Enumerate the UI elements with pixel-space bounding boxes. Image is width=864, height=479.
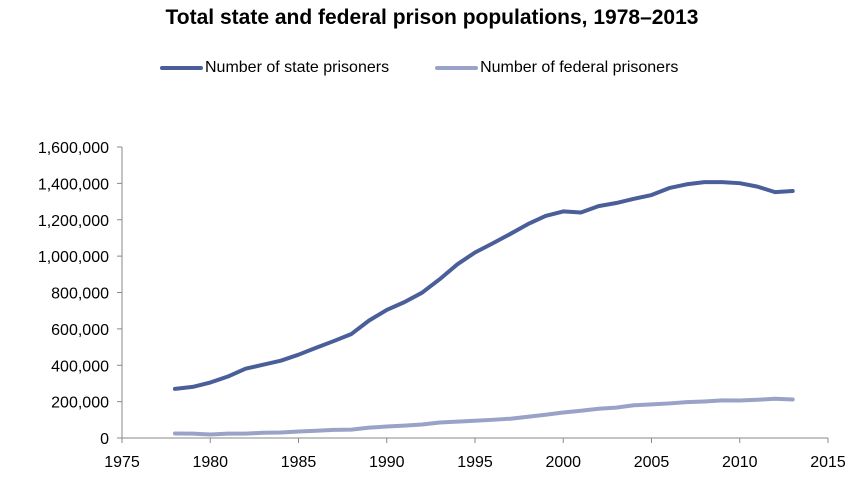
y-tick-label: 200,000 — [51, 395, 109, 412]
x-tick-label: 2010 — [722, 454, 758, 471]
legend-item-federal: Number of federal prisoners — [435, 59, 678, 77]
y-tick-label: 400,000 — [51, 358, 109, 375]
legend-swatch-state — [160, 66, 203, 70]
legend-swatch-federal — [435, 66, 479, 70]
x-tick-label: 2000 — [545, 454, 581, 471]
legend: Number of state prisoners Number of fede… — [160, 58, 724, 78]
y-tick-label: 0 — [100, 431, 109, 448]
chart-title: Total state and federal prison populatio… — [165, 6, 699, 29]
series-layer — [172, 180, 795, 437]
axes: 0 200,000 400,000 600,000 800,000 1,000,000 1,… — [38, 140, 846, 471]
x-tick-label: 1995 — [457, 454, 493, 471]
y-tick-label: 800,000 — [51, 286, 109, 303]
y-tick-label: 1,000,000 — [38, 249, 109, 266]
x-tick-label: 1990 — [369, 454, 405, 471]
y-tick-label: 1,600,000 — [38, 140, 109, 157]
x-tick-label: 2015 — [810, 454, 846, 471]
legend-item-state: Number of state prisoners — [160, 59, 389, 77]
y-tick-label: 1,200,000 — [38, 213, 109, 230]
y-tick-label: 600,000 — [51, 322, 109, 339]
series-line-federal — [172, 396, 795, 437]
series-line-state — [172, 180, 795, 391]
x-tick-label: 1985 — [281, 454, 317, 471]
legend-label-federal: Number of federal prisoners — [480, 59, 679, 76]
y-tick-label: 1,400,000 — [38, 176, 109, 193]
legend-label-state: Number of state prisoners — [205, 59, 390, 76]
x-tick-label: 1980 — [192, 454, 228, 471]
x-tick-label: 1975 — [104, 454, 140, 471]
x-tick-label: 2005 — [634, 454, 670, 471]
